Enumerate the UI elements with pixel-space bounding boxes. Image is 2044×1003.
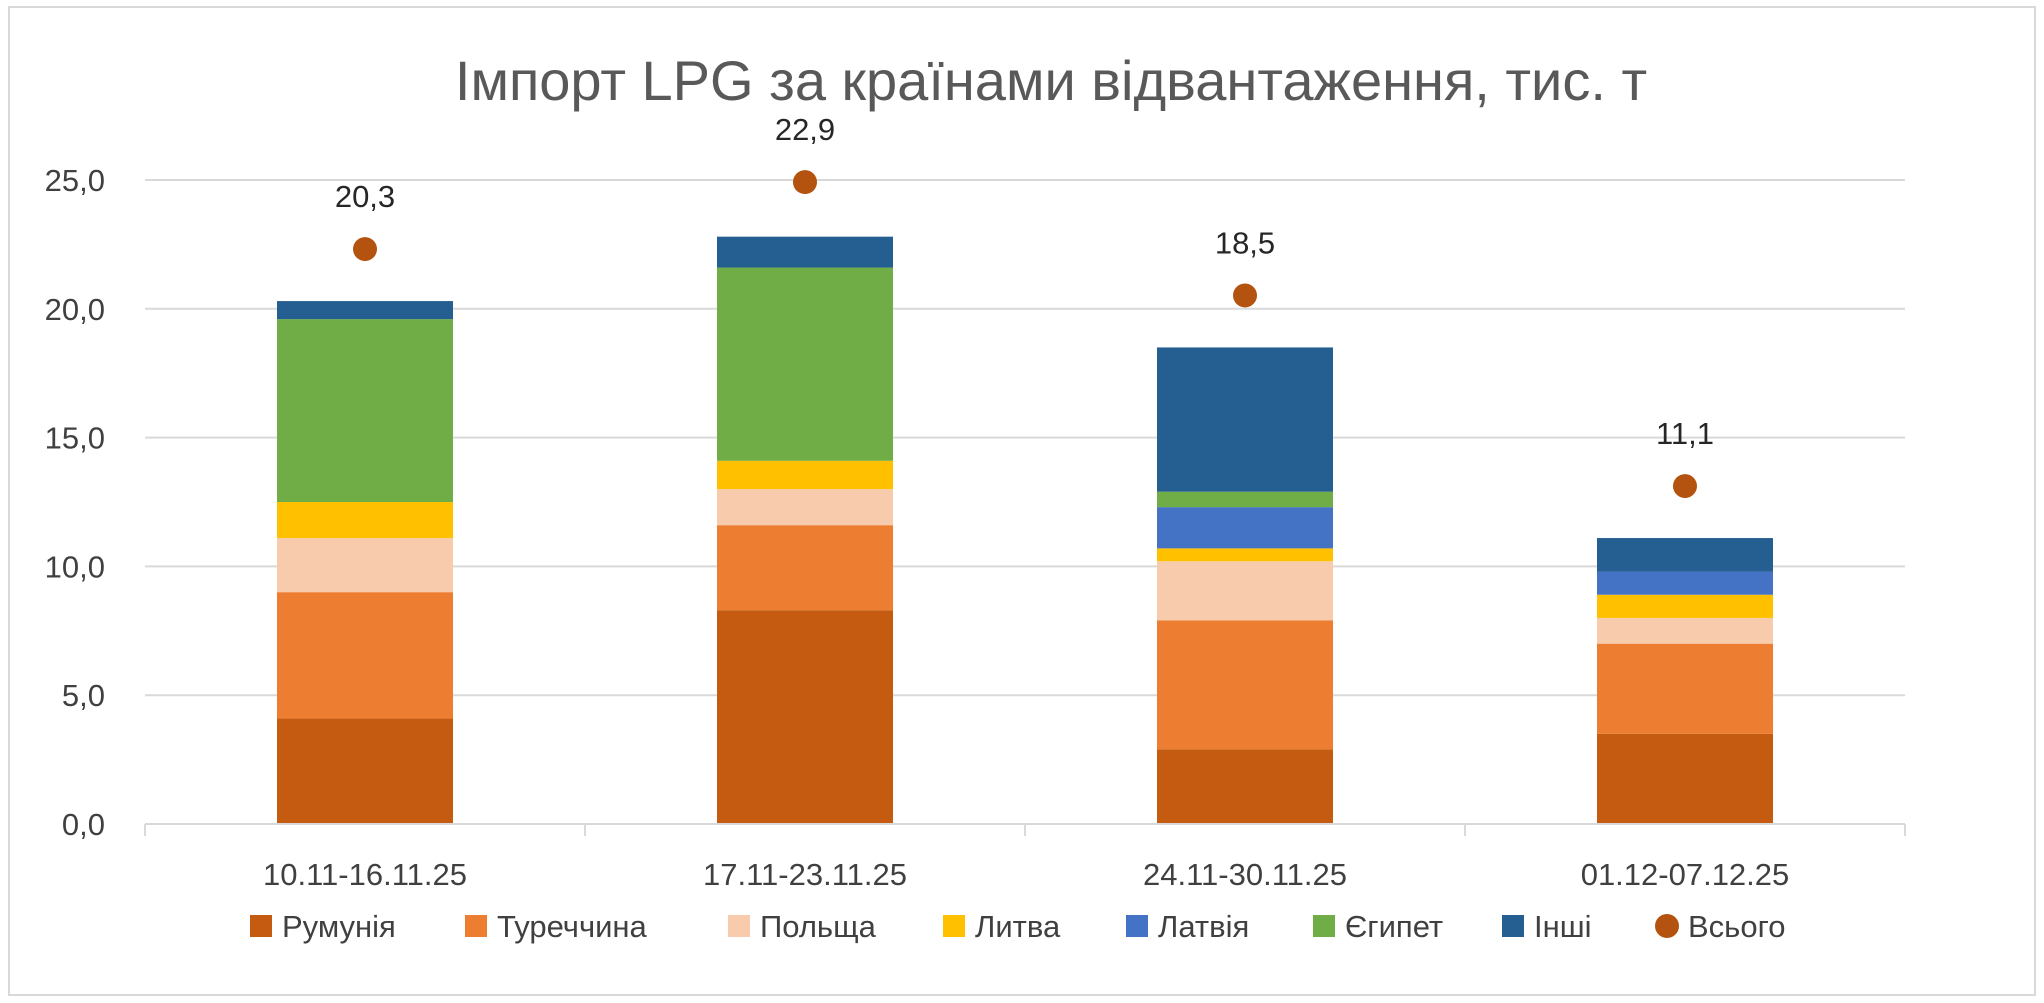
y-tick-label: 15,0 bbox=[45, 421, 105, 456]
bar-segment bbox=[1597, 643, 1773, 734]
bar-segment bbox=[1597, 538, 1773, 572]
bar-segment bbox=[717, 460, 893, 490]
bar-segment bbox=[277, 319, 453, 502]
bar-segment bbox=[1157, 491, 1333, 508]
legend-label: Латвія bbox=[1158, 909, 1249, 944]
bar-segment bbox=[717, 267, 893, 461]
total-data-label: 22,9 bbox=[775, 112, 835, 147]
y-tick-label: 25,0 bbox=[45, 163, 105, 198]
bar-segment bbox=[1157, 620, 1333, 750]
total-marker bbox=[793, 170, 817, 195]
legend-label: Інші bbox=[1534, 909, 1592, 944]
bar-segment bbox=[1157, 347, 1333, 492]
x-tick-label: 01.12-07.12.25 bbox=[1581, 857, 1790, 892]
legend-swatch bbox=[1502, 915, 1524, 937]
legend-swatch bbox=[465, 915, 487, 937]
legend-swatch bbox=[1313, 915, 1335, 937]
bar-segment bbox=[1157, 749, 1333, 824]
bar-segment bbox=[277, 538, 453, 593]
bars bbox=[277, 236, 1773, 824]
legend-label: Всього bbox=[1688, 909, 1785, 944]
chart-title: Імпорт LPG за країнами відвантаження, ти… bbox=[455, 49, 1647, 112]
bar-segment bbox=[717, 236, 893, 268]
total-data-label: 20,3 bbox=[335, 179, 395, 214]
bar-segment bbox=[717, 610, 893, 824]
legend-item: Латвія bbox=[1126, 909, 1249, 944]
legend-label: Єгипет bbox=[1345, 909, 1443, 944]
legend-swatch bbox=[728, 915, 750, 937]
legend-swatch bbox=[943, 915, 965, 937]
x-axis bbox=[144, 823, 1906, 836]
y-tick-label: 10,0 bbox=[45, 549, 105, 584]
bar-segment bbox=[277, 502, 453, 539]
legend-swatch bbox=[250, 915, 272, 937]
total-markers: 20,3 22,9 18,5 11,1 bbox=[335, 112, 1714, 499]
legend-item: Інші bbox=[1502, 909, 1592, 944]
bar-segment bbox=[1157, 507, 1333, 549]
legend-item: Литва bbox=[943, 909, 1061, 944]
legend-label: Румунія bbox=[282, 909, 396, 944]
legend-label: Польща bbox=[760, 909, 877, 944]
total-marker bbox=[1673, 474, 1697, 499]
bar-segment bbox=[1597, 571, 1773, 595]
legend-swatch bbox=[1126, 915, 1148, 937]
legend-item: Єгипет bbox=[1313, 909, 1443, 944]
legend-marker bbox=[1655, 914, 1679, 938]
total-data-label: 11,1 bbox=[1656, 416, 1714, 451]
legend-label: Туреччина bbox=[497, 909, 648, 944]
bar-segment bbox=[1597, 594, 1773, 618]
legend-label: Литва bbox=[975, 909, 1061, 944]
y-tick-label: 20,0 bbox=[45, 292, 105, 327]
y-tick-label: 5,0 bbox=[62, 678, 105, 713]
x-tick-label: 17.11-23.11.25 bbox=[703, 857, 907, 892]
bar-segment bbox=[277, 718, 453, 824]
total-marker bbox=[1233, 283, 1257, 308]
bar-segment bbox=[277, 301, 453, 320]
legend-item: Туреччина bbox=[465, 909, 648, 944]
x-tick-label: 24.11-30.11.25 bbox=[1143, 857, 1347, 892]
bar-segment bbox=[1157, 548, 1333, 562]
bar-segment bbox=[277, 592, 453, 719]
bar-segment bbox=[1597, 617, 1773, 644]
legend: Румунія Туреччина Польща Литва Латвія Єгипет І… bbox=[250, 909, 1785, 944]
y-tick-label: 0,0 bbox=[62, 807, 105, 842]
legend-item: Румунія bbox=[250, 909, 396, 944]
legend-item: Польща bbox=[728, 909, 877, 944]
bar-segment bbox=[1157, 561, 1333, 621]
total-marker bbox=[353, 237, 377, 262]
legend-item: Всього bbox=[1655, 909, 1785, 944]
y-axis-ticks: 0,0 5,0 10,0 15,0 20,0 25,0 bbox=[45, 163, 105, 842]
bar-segment bbox=[717, 525, 893, 611]
bar-segment bbox=[717, 489, 893, 526]
total-data-label: 18,5 bbox=[1215, 225, 1275, 260]
x-axis-ticks: 10.11-16.11.25 17.11-23.11.25 24.11-30.11.… bbox=[263, 857, 1789, 892]
x-tick-label: 10.11-16.11.25 bbox=[263, 857, 467, 892]
bar-segment bbox=[1597, 733, 1773, 824]
